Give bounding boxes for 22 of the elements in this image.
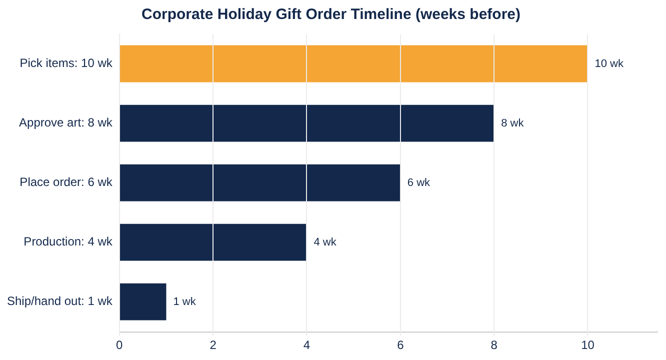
bar xyxy=(120,164,400,202)
data-label: 4 wk xyxy=(314,236,337,248)
y-tick-label: Place order: 6 wk xyxy=(20,175,114,190)
data-label: 6 wk xyxy=(407,176,431,189)
bar xyxy=(120,224,307,261)
y-tick-label: Approve art: 8 wk xyxy=(19,116,114,130)
x-tick-label: 4 xyxy=(303,338,310,352)
data-label: 8 wk xyxy=(501,117,524,130)
bar xyxy=(120,283,166,320)
y-tick-label: Production: 4 wk xyxy=(24,234,114,249)
x-tick-label: 8 xyxy=(490,338,498,352)
data-label: 10 wk xyxy=(594,58,624,70)
bar xyxy=(120,45,588,82)
chart-title: Corporate Holiday Gift Order Timeline (weeks before) xyxy=(142,6,520,24)
x-tick-label: 6 xyxy=(397,338,404,352)
x-tick-label: 10 xyxy=(581,338,595,352)
bar xyxy=(120,104,494,142)
data-label: 1 wk xyxy=(173,296,196,308)
x-tick-label: 2 xyxy=(210,338,217,352)
x-tick-label: 0 xyxy=(116,338,124,352)
y-tick-label: Ship/hand out: 1 wk xyxy=(7,294,114,308)
y-tick-label: Pick items: 10 wk xyxy=(20,56,114,70)
